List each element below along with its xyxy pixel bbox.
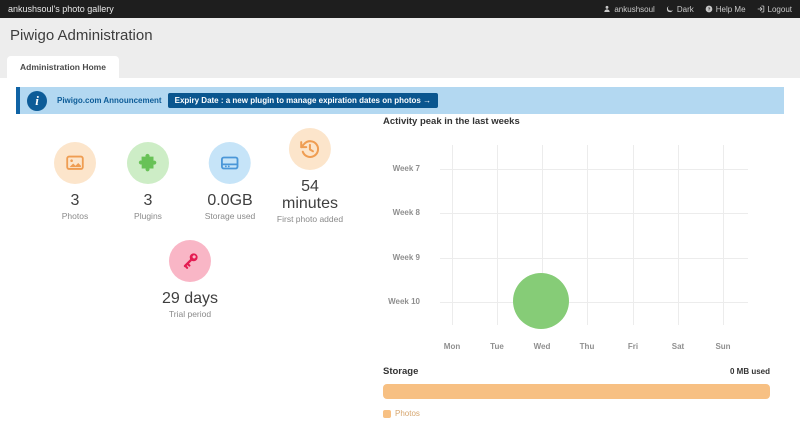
- announcement-button[interactable]: Expiry Date : a new plugin to manage exp…: [167, 93, 439, 108]
- storage-legend: Photos: [383, 409, 770, 418]
- svg-text:?: ?: [707, 7, 710, 12]
- photos-icon-circle: [54, 142, 96, 184]
- topbar-logout[interactable]: Logout: [757, 5, 792, 14]
- gridline-thu: [587, 145, 588, 325]
- plugins-count: 3: [143, 192, 153, 209]
- plugins-label: Plugins: [134, 211, 162, 221]
- announcement-banner: i Piwigo.com Announcement Expiry Date : …: [16, 87, 784, 114]
- storage-used-label: Storage used: [204, 211, 256, 221]
- storage-header: Storage 0 MB used: [383, 366, 770, 377]
- header: Piwigo Administration Administration Hom…: [0, 18, 800, 78]
- y-tick-week8: Week 8: [392, 208, 420, 217]
- y-tick-week9: Week 9: [392, 253, 420, 262]
- gridline-sun: [723, 145, 724, 325]
- storage-title: Storage: [383, 366, 419, 377]
- storage-section: Storage 0 MB used Photos: [383, 366, 770, 418]
- info-icon: i: [27, 90, 47, 111]
- gridline-week9: [440, 258, 748, 259]
- stat-card-first-photo: 54 minutes First photo added: [277, 128, 343, 224]
- tab-administration-home[interactable]: Administration Home: [7, 56, 119, 78]
- y-tick-week10: Week 10: [388, 297, 420, 306]
- y-tick-week7: Week 7: [392, 164, 420, 173]
- first-photo-value: 54 minutes: [281, 178, 339, 212]
- content: i Piwigo.com Announcement Expiry Date : …: [0, 78, 800, 435]
- topbar-dark-toggle[interactable]: Dark: [666, 5, 694, 14]
- topbar-help-label: Help Me: [715, 4, 746, 14]
- gridline-tue: [497, 145, 498, 325]
- plugins-icon-circle: [127, 142, 169, 184]
- photos-legend-label: Photos: [395, 409, 420, 418]
- storage-icon-circle: [208, 142, 251, 184]
- topbar-user-label: ankushsoul: [614, 4, 655, 14]
- gridline-mon: [452, 145, 453, 325]
- storage-used-badge: 0 MB used: [729, 367, 770, 376]
- storage-bar: [383, 384, 770, 399]
- trial-value: 29 days: [161, 290, 219, 307]
- topbar: ankushsoul's photo gallery ankushsoul Da…: [0, 0, 800, 18]
- x-tick-sun: Sun: [715, 342, 731, 351]
- gridline-sat: [678, 145, 679, 325]
- gridline-week7: [440, 169, 748, 170]
- drive-icon: [221, 156, 239, 170]
- stat-card-photos: 3 Photos: [54, 142, 96, 221]
- x-tick-thu: Thu: [579, 342, 595, 351]
- logout-icon: [757, 5, 764, 13]
- user-icon: [604, 5, 611, 12]
- gridline-week8: [440, 213, 748, 214]
- activity-bubble-wed-week10: [513, 273, 569, 329]
- x-tick-tue: Tue: [490, 342, 504, 351]
- x-tick-fri: Fri: [627, 342, 639, 351]
- puzzle-icon: [138, 153, 157, 172]
- storage-used-value: 0.0GB: [207, 192, 253, 209]
- history-icon-circle: [289, 128, 331, 170]
- x-tick-wed: Wed: [533, 342, 551, 351]
- topbar-help[interactable]: ? Help Me: [705, 5, 746, 14]
- photos-legend-swatch: [383, 409, 391, 418]
- topbar-logout-label: Logout: [767, 4, 792, 14]
- gridline-wed: [542, 145, 543, 325]
- activity-chart: Activity peak in the last weeks Week 7 W…: [383, 116, 770, 362]
- photos-label: Photos: [61, 211, 89, 221]
- stat-card-plugins: 3 Plugins: [127, 142, 169, 221]
- history-icon: [300, 140, 320, 158]
- key-icon-circle: [168, 240, 211, 282]
- gridline-week10: [440, 302, 748, 303]
- first-photo-label: First photo added: [276, 214, 344, 224]
- stat-card-trial: 29 days Trial period: [162, 240, 218, 319]
- x-tick-mon: Mon: [443, 342, 461, 351]
- key-icon: [183, 253, 198, 269]
- stat-card-storage: 0.0GB Storage used: [204, 142, 256, 221]
- announcement-label: Piwigo.com Announcement: [57, 96, 162, 105]
- topbar-dark-label: Dark: [676, 4, 694, 14]
- moon-icon: [666, 6, 673, 13]
- page-title: Piwigo Administration: [10, 27, 153, 44]
- x-tick-sat: Sat: [671, 342, 685, 351]
- topbar-user[interactable]: ankushsoul: [603, 4, 655, 14]
- gridline-fri: [633, 145, 634, 325]
- chart-title: Activity peak in the last weeks: [383, 116, 520, 127]
- topbar-menu: ankushsoul Dark ? Help Me Logout: [603, 5, 792, 14]
- photos-icon: [66, 155, 84, 170]
- trial-label: Trial period: [168, 309, 212, 319]
- help-icon: ?: [705, 5, 713, 13]
- photos-count: 3: [70, 192, 80, 209]
- site-title: ankushsoul's photo gallery: [8, 4, 114, 14]
